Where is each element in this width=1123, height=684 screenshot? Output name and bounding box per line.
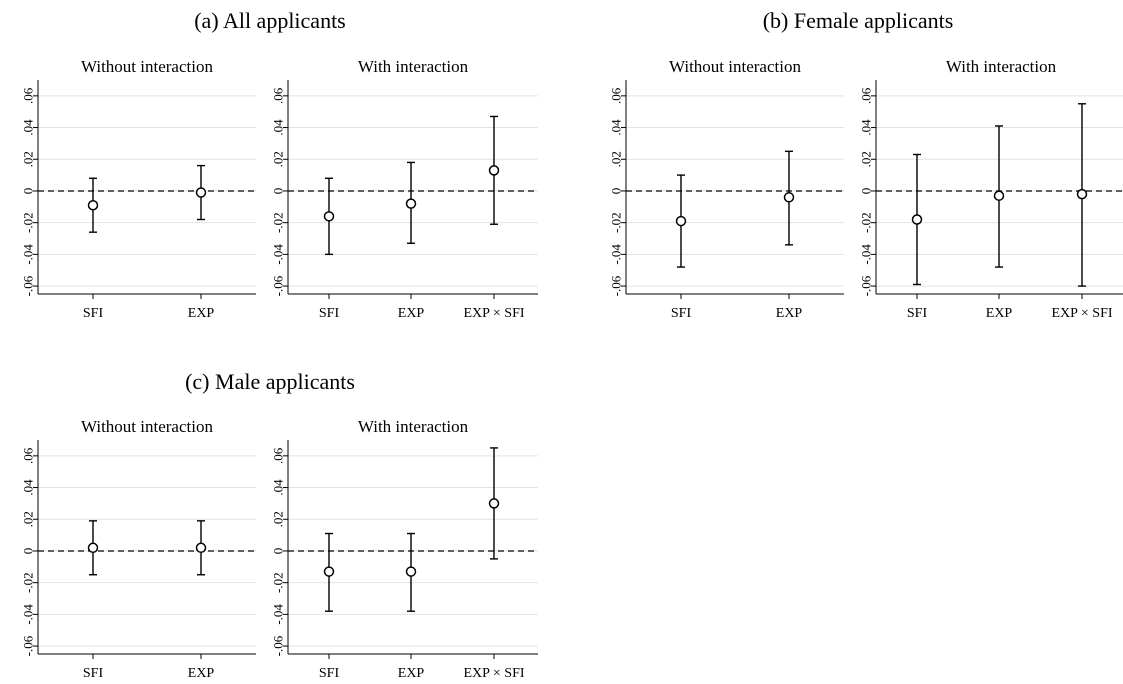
point-estimate-sfi (323, 566, 335, 577)
y-tick-label: 0 (859, 188, 874, 195)
point-estimate-exp (405, 198, 417, 209)
y-tick-label: 0 (271, 188, 286, 195)
x-tick-label-sfi: SFI (319, 306, 340, 321)
y-tick-label: .04 (859, 119, 874, 136)
y-tick-label: 0 (271, 548, 286, 555)
subplot-title: With interaction (358, 417, 469, 436)
y-tick-label: -.06 (21, 275, 36, 296)
point-estimate-sfi (911, 214, 923, 225)
subplot-title: Without interaction (81, 57, 213, 76)
x-tick-label-exp-x-sfi: EXP × SFI (463, 306, 524, 321)
y-tick-label: .02 (21, 151, 36, 167)
x-tick-label-exp: EXP (188, 306, 215, 321)
y-tick-label: .06 (271, 87, 286, 104)
point-estimate-exp-x-sfi (1076, 188, 1088, 200)
y-tick-label: -.04 (609, 244, 624, 265)
y-tick-label: -.02 (271, 212, 286, 233)
y-tick-label: .06 (859, 87, 874, 104)
group-title-all-applicants: (a) All applicants (194, 8, 346, 33)
subplot-title: With interaction (358, 57, 469, 76)
y-tick-label: -.06 (271, 275, 286, 296)
y-tick-label: -.04 (21, 604, 36, 625)
subplot-title: Without interaction (669, 57, 801, 76)
subplot-2: With interaction -.06 -.04 -.02 0 .02 .04 .06 SF… (271, 57, 538, 321)
x-tick-label-exp: EXP (398, 306, 425, 321)
y-tick-label: -.04 (271, 244, 286, 265)
y-tick-label: -.06 (21, 635, 36, 656)
point-estimate-sfi (87, 199, 99, 211)
subplot-6: With interaction -.06 -.04 -.02 0 .02 .04 .06 SF… (271, 417, 538, 681)
y-tick-label: -.04 (21, 244, 36, 265)
y-tick-label: -.02 (21, 572, 36, 593)
y-tick-label: 0 (21, 548, 36, 555)
x-tick-label-exp: EXP (188, 666, 215, 681)
y-tick-label: 0 (21, 188, 36, 195)
y-tick-label: -.06 (859, 275, 874, 296)
y-tick-label: .02 (21, 511, 36, 527)
y-tick-label: .04 (609, 119, 624, 136)
y-tick-label: .04 (21, 479, 36, 496)
y-tick-label: -.02 (271, 572, 286, 593)
point-estimate-exp (783, 192, 795, 203)
x-tick-label-sfi: SFI (319, 666, 340, 681)
y-tick-label: .02 (271, 151, 286, 167)
x-tick-label-exp: EXP (398, 666, 425, 681)
y-tick-label: .06 (21, 447, 36, 464)
y-tick-label: .02 (859, 151, 874, 167)
x-tick-label-exp: EXP (776, 306, 803, 321)
subplot-1: Without interaction -.06 -.04 -.02 0 .02 .04 .0… (21, 57, 256, 321)
y-tick-label: -.06 (271, 635, 286, 656)
y-tick-label: .02 (271, 511, 286, 527)
group-title-female-applicants: (b) Female applicants (763, 8, 954, 33)
group-title-male-applicants: (c) Male applicants (185, 369, 355, 394)
x-tick-label-sfi: SFI (671, 306, 692, 321)
point-estimate-sfi (323, 211, 335, 222)
y-tick-label: .02 (609, 151, 624, 167)
y-tick-label: .06 (271, 447, 286, 464)
subplot-4: With interaction -.06 -.04 -.02 0 .02 .04 .06 SF… (859, 57, 1123, 321)
point-estimate-exp (405, 566, 417, 577)
point-estimate-exp-x-sfi (488, 165, 500, 176)
subplot-3: Without interaction -.06 -.04 -.02 0 .02 .04 .0… (609, 57, 844, 321)
y-tick-label: .04 (21, 119, 36, 136)
x-tick-label-exp: EXP (986, 306, 1013, 321)
x-tick-label-exp-x-sfi: EXP × SFI (463, 666, 524, 681)
y-tick-label: 0 (609, 188, 624, 195)
y-tick-label: .06 (609, 87, 624, 104)
point-estimate-sfi (87, 542, 99, 554)
subplot-title: Without interaction (81, 417, 213, 436)
point-estimate-sfi (675, 215, 687, 227)
point-estimate-exp-x-sfi (488, 498, 500, 509)
subplot-title: With interaction (946, 57, 1057, 76)
point-estimate-exp (993, 190, 1005, 201)
y-tick-label: -.02 (859, 212, 874, 233)
x-tick-label-sfi: SFI (83, 306, 104, 321)
point-estimate-exp (195, 187, 207, 198)
subplot-5: Without interaction -.06 -.04 -.02 0 .02 .04 .0… (21, 417, 256, 681)
y-tick-label: .04 (271, 479, 286, 496)
y-tick-label: -.02 (21, 212, 36, 233)
y-tick-label: -.04 (859, 244, 874, 265)
y-tick-label: -.06 (609, 275, 624, 296)
y-tick-label: .04 (271, 119, 286, 136)
y-tick-label: -.02 (609, 212, 624, 233)
y-tick-label: .06 (21, 87, 36, 104)
x-tick-label-sfi: SFI (907, 306, 928, 321)
point-estimate-exp (195, 542, 207, 554)
x-tick-label-exp-x-sfi: EXP × SFI (1051, 306, 1112, 321)
plot-panels: Without interaction -.06 -.04 -.02 0 .02 .04 .0… (21, 57, 1123, 681)
y-tick-label: -.04 (271, 604, 286, 625)
x-tick-label-sfi: SFI (83, 666, 104, 681)
